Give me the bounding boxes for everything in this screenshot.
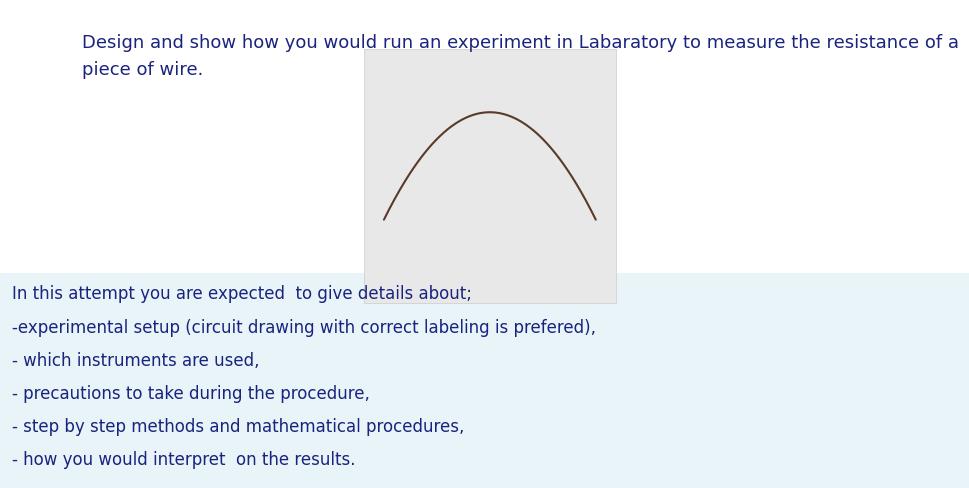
Text: - precautions to take during the procedure,: - precautions to take during the procedu… xyxy=(12,385,369,403)
Text: - how you would interpret  on the results.: - how you would interpret on the results… xyxy=(12,451,355,469)
FancyBboxPatch shape xyxy=(363,49,615,303)
Text: In this attempt you are expected  to give details about;: In this attempt you are expected to give… xyxy=(12,285,471,304)
Text: -experimental setup (circuit drawing with correct labeling is prefered),: -experimental setup (circuit drawing wit… xyxy=(12,319,595,337)
FancyBboxPatch shape xyxy=(0,273,969,488)
Text: - which instruments are used,: - which instruments are used, xyxy=(12,352,259,370)
Text: - step by step methods and mathematical procedures,: - step by step methods and mathematical … xyxy=(12,418,463,436)
Text: Design and show how you would run an experiment in Labaratory to measure the res: Design and show how you would run an exp… xyxy=(82,34,958,79)
